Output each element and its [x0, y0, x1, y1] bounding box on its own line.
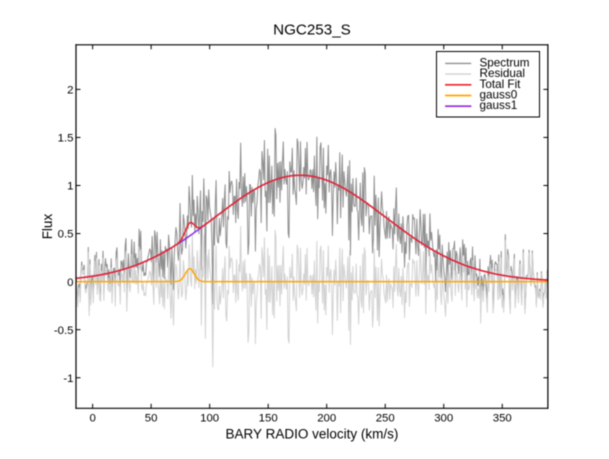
- svg-text:NGC253_S: NGC253_S: [273, 21, 351, 38]
- svg-text:350: 350: [493, 412, 512, 424]
- svg-text:100: 100: [200, 412, 219, 424]
- svg-text:0: 0: [89, 412, 95, 424]
- svg-text:50: 50: [145, 412, 158, 424]
- svg-text:BARY RADIO velocity (km/s): BARY RADIO velocity (km/s): [226, 426, 399, 441]
- svg-text:gauss1: gauss1: [480, 99, 518, 112]
- svg-text:Residual: Residual: [480, 67, 525, 80]
- svg-text:1.5: 1.5: [58, 133, 74, 145]
- svg-text:gauss0: gauss0: [480, 89, 518, 102]
- svg-text:150: 150: [259, 412, 278, 424]
- svg-text:0.5: 0.5: [58, 229, 74, 241]
- svg-text:Flux: Flux: [40, 214, 55, 240]
- svg-text:2: 2: [67, 85, 73, 97]
- svg-text:-0.5: -0.5: [54, 325, 74, 337]
- svg-text:300: 300: [434, 412, 453, 424]
- svg-text:0: 0: [67, 277, 73, 289]
- svg-text:-1: -1: [63, 373, 73, 385]
- svg-text:200: 200: [317, 412, 336, 424]
- svg-text:1: 1: [67, 181, 73, 193]
- svg-text:Total Fit: Total Fit: [480, 78, 522, 91]
- svg-text:Spectrum: Spectrum: [480, 56, 530, 69]
- svg-text:250: 250: [376, 412, 395, 424]
